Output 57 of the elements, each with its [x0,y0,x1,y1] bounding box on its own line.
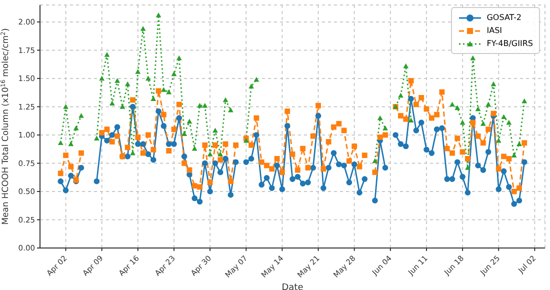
point [382,125,388,130]
point [222,97,228,102]
point [68,141,74,146]
point [135,68,141,74]
point [254,76,260,82]
point [58,140,64,146]
point [63,104,68,109]
point [486,102,492,107]
point [522,98,528,104]
point [475,106,481,112]
point [192,146,198,151]
point [73,125,79,130]
point [501,114,506,120]
point [124,81,130,86]
point [109,100,115,106]
point [171,71,177,76]
point [506,120,512,125]
point [114,78,120,83]
point [166,89,172,94]
point [207,151,213,156]
point [182,131,187,136]
point [146,76,151,81]
point [460,120,466,125]
point [99,76,105,81]
point [470,55,476,60]
point [156,12,162,18]
point [511,152,517,158]
point [140,26,146,31]
point [104,52,110,57]
point [228,107,234,112]
point [480,120,486,126]
point [496,138,502,143]
legend-label: IASI [486,26,502,35]
point [372,158,378,164]
x-axis-title: Date [282,283,304,290]
legend-label: FY-4B/GIIRS [486,39,533,48]
legend-label: GOSAT-2 [486,13,522,22]
point [202,102,208,108]
point [450,102,455,107]
point [248,84,254,89]
point [186,118,192,124]
point [94,136,100,141]
point [377,115,383,120]
point [398,92,404,98]
point [516,141,522,146]
point [176,55,182,60]
point [403,63,409,68]
point [454,105,460,110]
point [78,113,84,118]
point [408,118,414,122]
point [490,81,496,86]
point [160,87,166,92]
point [218,151,224,156]
point [212,128,218,133]
point [120,104,126,109]
point [197,102,202,108]
point [150,96,156,101]
